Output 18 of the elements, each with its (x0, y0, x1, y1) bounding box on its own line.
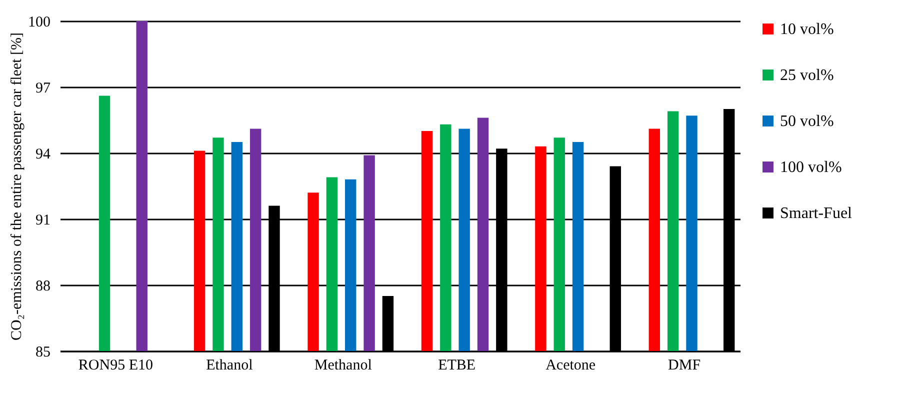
legend-label: 100 vol% (780, 159, 842, 176)
x-tick-label: Acetone (546, 358, 596, 374)
x-tick-label: ETBE (438, 358, 476, 374)
legend-label: 25 vol% (780, 67, 834, 84)
x-tick-label: Methanol (314, 358, 372, 374)
x-tick-label: Ethanol (206, 358, 253, 374)
y-axis-title: CO₂-emissions of the entire passenger car fleet [%] (9, 32, 25, 341)
y-tick-label: 91 (36, 212, 50, 228)
y-tick-label: 85 (36, 344, 50, 360)
legend-label: Smart-Fuel (780, 205, 853, 222)
legend-label: 10 vol% (780, 21, 834, 38)
y-tick-label: 88 (36, 278, 50, 294)
y-tick-label: 100 (28, 14, 50, 30)
legend-label: 50 vol% (780, 113, 834, 130)
x-tick-label: RON95 E10 (78, 358, 154, 374)
y-tick-label: 97 (36, 80, 51, 96)
x-tick-label: DMF (668, 358, 701, 374)
y-tick-label: 94 (36, 146, 51, 162)
